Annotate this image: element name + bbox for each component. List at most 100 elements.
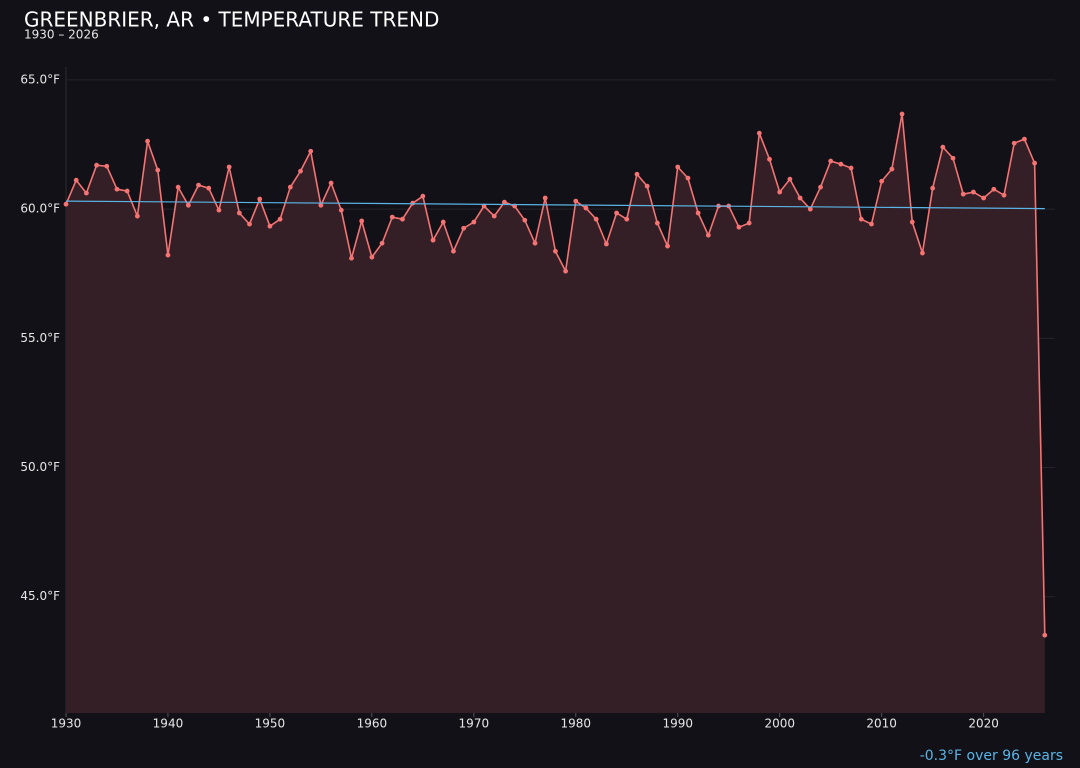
point [502,199,507,205]
point [349,255,354,261]
point [807,206,813,212]
point [104,163,110,169]
point [451,248,456,254]
point [491,213,497,219]
point [318,202,324,208]
point [787,176,793,182]
point [654,220,660,226]
point [236,210,242,216]
x-tick-label: 1960 [357,717,388,731]
point [196,182,201,188]
point [124,188,130,194]
point [583,205,589,211]
point [563,268,568,274]
point [532,240,538,246]
point [858,216,864,222]
area [66,114,1045,713]
point [175,184,181,190]
point [603,241,609,247]
x-tick-label: 1940 [153,717,184,731]
point [206,185,212,191]
y-tick-label: 50.0°F [20,460,60,474]
point [1011,140,1017,146]
point [247,221,252,227]
point [818,184,823,190]
point [950,155,956,161]
x-tick-label: 2010 [866,717,897,731]
x-tick-label: 2000 [764,717,795,731]
point [889,166,895,172]
point [848,165,854,171]
chart-title: GREENBRIER, AR • TEMPERATURE TREND [24,8,439,32]
point [369,254,375,260]
point [920,250,925,256]
point [134,213,140,219]
x-tick-label: 1950 [255,717,286,731]
point [675,164,681,170]
point [145,138,150,144]
point [777,189,783,195]
y-tick-label: 65.0°F [20,72,60,86]
x-tick-label: 1980 [561,717,592,731]
trend-line [65,200,1045,210]
point [471,219,477,225]
point [1022,136,1027,142]
point [165,252,171,258]
point [216,207,222,213]
point [1032,160,1038,166]
point [644,183,650,189]
point [614,210,619,216]
trend-annotation: -0.3°F over 96 years [920,748,1063,764]
x-tick-label: 1930 [51,717,82,731]
x-tick-label: 2020 [968,717,999,731]
point [440,219,446,225]
point [430,237,436,243]
point [991,186,997,192]
point [665,243,670,249]
point [899,111,905,117]
chart-subtitle: 1930 – 2026 [24,28,99,42]
point [389,214,395,220]
point [909,219,915,225]
point [746,220,752,226]
point [400,216,405,222]
point [593,216,599,222]
point [185,202,191,208]
point [267,223,273,229]
point [226,164,232,170]
point [879,178,885,184]
point [73,177,79,183]
point [1001,192,1007,198]
point [767,156,772,162]
x-tick-label: 1990 [662,717,693,731]
point [828,158,834,164]
point [420,193,426,199]
point [705,232,711,238]
point [869,221,874,227]
point [981,195,987,201]
point [298,168,303,174]
point [338,207,344,213]
point [328,180,334,186]
point [522,217,528,223]
point [83,190,89,196]
point [756,130,762,136]
point [573,198,579,204]
point [114,186,120,192]
point [553,248,558,254]
point [379,240,385,246]
point [155,167,161,173]
y-tick-label: 45.0°F [20,589,60,603]
point [797,195,803,201]
point [542,195,548,201]
point [695,210,701,216]
x-tick-label: 1970 [459,717,490,731]
point [960,191,966,197]
point [359,218,365,224]
point [940,144,946,150]
point [257,196,263,202]
point [94,162,99,168]
point [624,216,630,222]
point [634,171,640,177]
